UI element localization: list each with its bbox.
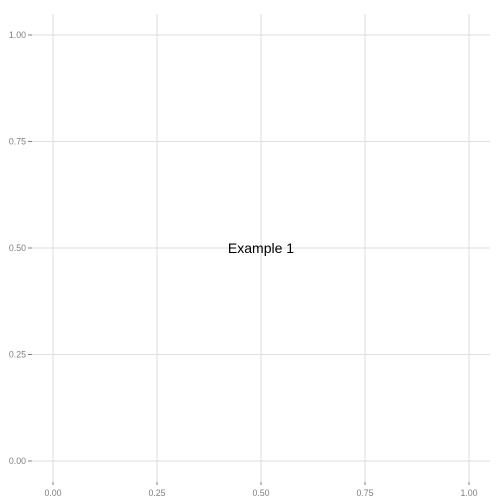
y-gridlines bbox=[32, 34, 490, 462]
y-tick-label: 0.25 bbox=[9, 350, 26, 360]
y-axis-ticks: 0.00 0.25 0.50 0.75 1.00 bbox=[9, 30, 32, 466]
x-tick-label: 1.00 bbox=[460, 488, 477, 498]
y-tick-label: 1.00 bbox=[9, 30, 26, 40]
x-tick-label: 0.75 bbox=[356, 488, 373, 498]
x-tick-label: 0.50 bbox=[252, 488, 269, 498]
y-tick-label: 0.00 bbox=[9, 456, 26, 466]
y-tick-label: 0.50 bbox=[9, 243, 26, 253]
x-axis-ticks: 0.00 0.25 0.50 0.75 1.00 bbox=[44, 482, 478, 498]
x-tick-label: 0.00 bbox=[44, 488, 61, 498]
y-tick-label: 0.75 bbox=[9, 137, 26, 147]
annotations: Example 1 bbox=[228, 240, 294, 256]
annotation-label: Example 1 bbox=[228, 240, 294, 256]
x-tick-label: 0.25 bbox=[148, 488, 165, 498]
